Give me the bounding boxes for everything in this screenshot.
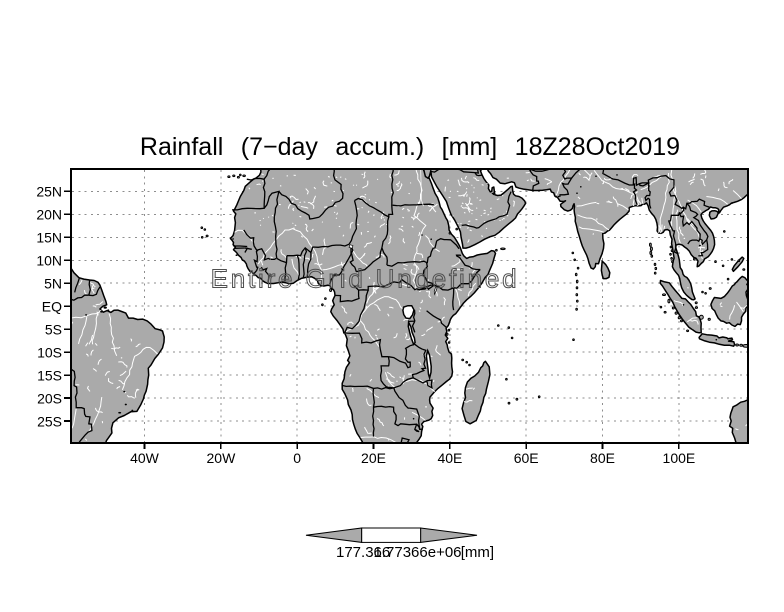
svg-text:60E: 60E — [514, 450, 539, 466]
svg-text:20N: 20N — [36, 207, 62, 223]
svg-text:10S: 10S — [37, 344, 62, 360]
svg-text:25N: 25N — [36, 184, 62, 200]
svg-text:177.366: 177.366 — [336, 544, 390, 561]
svg-text:0: 0 — [293, 450, 301, 466]
svg-text:20S: 20S — [37, 390, 62, 406]
svg-text:40E: 40E — [437, 450, 462, 466]
svg-text:[mm]: [mm] — [461, 544, 494, 561]
svg-text:100E: 100E — [663, 450, 696, 466]
svg-text:Entire Grid Undefined: Entire Grid Undefined — [211, 264, 520, 294]
svg-text:5S: 5S — [45, 322, 62, 338]
svg-text:40W: 40W — [130, 450, 160, 466]
svg-text:25S: 25S — [37, 413, 62, 429]
svg-text:15N: 15N — [36, 230, 62, 246]
svg-text:Rainfall (7−day accum.) [mm] 1: Rainfall (7−day accum.) [mm] 18Z28Oct201… — [140, 133, 680, 161]
svg-text:5N: 5N — [44, 276, 62, 292]
svg-text:20W: 20W — [207, 450, 237, 466]
svg-text:20E: 20E — [361, 450, 386, 466]
svg-text:10N: 10N — [36, 253, 62, 269]
svg-text:1.77366e+06: 1.77366e+06 — [374, 544, 462, 561]
svg-text:80E: 80E — [590, 450, 615, 466]
svg-text:EQ: EQ — [42, 299, 62, 315]
svg-text:15S: 15S — [37, 367, 62, 383]
